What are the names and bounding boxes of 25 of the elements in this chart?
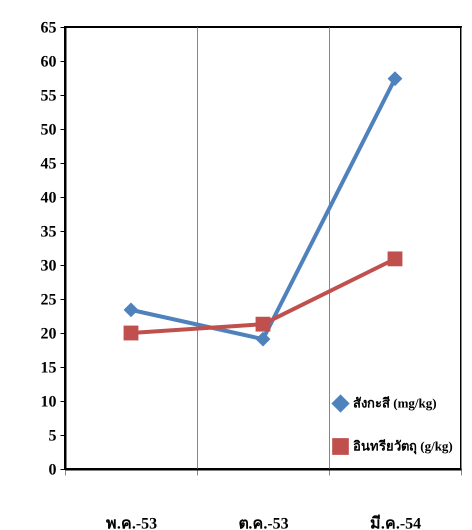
legend-label: สังกะสี (mg/kg) [353, 396, 437, 410]
y-tick-label: 30 [40, 258, 56, 274]
y-tick-label: 55 [40, 88, 56, 104]
y-tick-label: 15 [40, 360, 56, 376]
x-tick-label: พ.ค.-53 [106, 516, 158, 530]
x-tick-label: ต.ค.-53 [238, 516, 289, 530]
y-tick-label: 50 [40, 122, 56, 138]
x-tick-label: มี.ค.-54 [370, 514, 422, 530]
point [256, 332, 270, 347]
y-tick-label: 10 [40, 394, 56, 410]
point [388, 71, 402, 86]
point [256, 316, 270, 332]
y-tick-label: 5 [48, 428, 56, 444]
y-tick-label: 60 [40, 54, 56, 70]
y-tick-label: 25 [40, 292, 56, 308]
point [124, 302, 138, 318]
y-tick-label: 0 [48, 462, 56, 478]
point [124, 326, 138, 340]
y-tick-label: 65 [40, 20, 56, 36]
y-tick-label: 35 [40, 224, 56, 240]
legend-label: อินทรียวัตถุ (g/kg) [353, 438, 453, 454]
y-tick-label: 40 [40, 190, 56, 206]
y-tick-label: 20 [40, 326, 56, 342]
y-tick-label: 45 [40, 156, 56, 172]
point [388, 251, 402, 266]
